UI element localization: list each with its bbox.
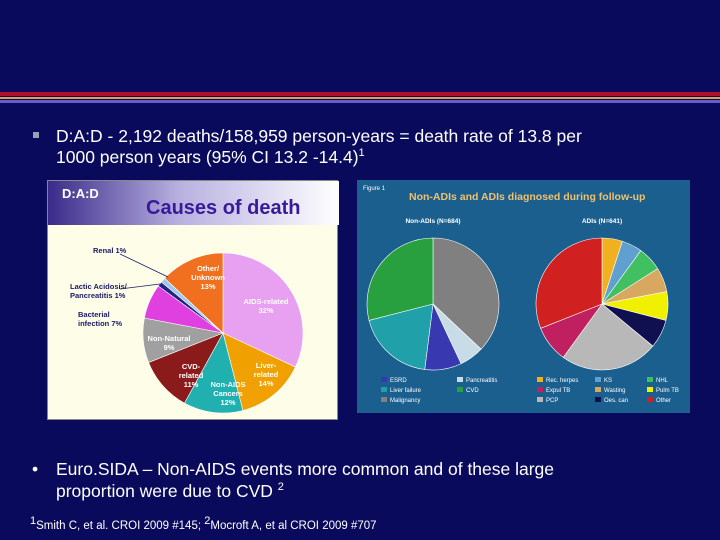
adi-slice-pcp — [562, 303, 654, 371]
label-nonnatural-2: 9% — [164, 343, 175, 352]
legend-label-liver-failure: Liver failure — [390, 388, 422, 394]
legend-label-ks: KS — [604, 378, 612, 384]
figure-label: Figure 1 — [363, 186, 386, 192]
legend-swatch-pancreatitis — [457, 377, 463, 382]
dad-slice-liver-related — [222, 332, 296, 411]
label-liver-3: 14% — [258, 379, 273, 388]
legend-label-malignancy: Malignancy — [390, 398, 420, 404]
legend-label-pancreatitis: Pancreatitis — [466, 378, 497, 384]
footnote-citation-2: Mocroft A, et al CROI 2009 #707 — [210, 520, 377, 532]
bullet2-line1: Euro.SIDA – Non-AIDS events more common … — [56, 459, 555, 479]
label-lactic-2: Pancreatitis 1% — [70, 291, 126, 300]
label-renal: Renal 1% — [93, 246, 127, 255]
pie-label-adi: ADIs (N=641) — [582, 218, 622, 225]
bullet-dad-death-rate: D:A:D - 2,192 deaths/158,959 person-year… — [33, 126, 713, 168]
legend-swatch-esrd — [381, 377, 387, 382]
legend-label-pcp: PCP — [546, 398, 558, 404]
header-stripe-gold — [0, 97, 720, 99]
legend-label-pulm-tb: Pulm TB — [656, 388, 679, 394]
bullet-eurosida: • Euro.SIDA – Non-AIDS events more commo… — [32, 458, 712, 502]
dad-slice-aids-related — [222, 252, 304, 368]
legend-swatch-rec-herpes — [537, 377, 543, 382]
label-cancer-2: Cancers — [213, 389, 243, 398]
dad-slice-other-unknown — [164, 252, 224, 334]
label-nonnatural-1: Non-Natural — [148, 334, 191, 343]
header-stripe-purple — [0, 100, 720, 103]
legend-label-oes-can: Oes. can — [604, 398, 628, 404]
legend-swatch-liver-failure — [381, 387, 387, 392]
footnote-ref-2: 2 — [204, 515, 211, 528]
label-other-1: Other/ — [197, 264, 220, 273]
legend-swatch-pcp — [537, 397, 543, 402]
label-other-3: 13% — [200, 282, 215, 291]
pie-label-nonadi: Non-ADIs (N=684) — [405, 218, 460, 225]
label-bacterial-2: infection 7% — [78, 319, 123, 328]
label-cancer-1: Non-AIDS — [211, 380, 246, 389]
label-cvd-2: related — [179, 371, 204, 380]
label-other-2: Unknown — [191, 273, 225, 282]
dad-pie-chart: D:A:D Causes of death Renal 1% Lactic Ac… — [48, 181, 339, 414]
bullet1-line1: D:A:D - 2,192 deaths/158,959 person-year… — [56, 126, 582, 146]
dad-title: Causes of death — [146, 197, 300, 219]
dad-banner — [48, 181, 339, 225]
legend-label-esrd: ESRD — [390, 378, 407, 384]
dad-slice-non-aids-cancers — [184, 332, 244, 414]
label-aids-1: AIDS-related — [243, 297, 288, 306]
legend-label-expul-tb: Expul TB — [546, 388, 570, 394]
legend-label-nhl: NHL — [656, 378, 669, 384]
label-cvd-1: CVD- — [182, 362, 201, 371]
legend-swatch-expul-tb — [537, 387, 543, 392]
legend-swatch-cvd — [457, 387, 463, 392]
bullet2-line2: proportion were due to CVD — [56, 481, 273, 501]
nonadi-slice-cvd — [366, 237, 434, 321]
legend-swatch-nhl — [647, 377, 653, 382]
bullet1-line2: 1000 person years (95% CI 13.2 -14.4) — [56, 147, 359, 167]
footnote: 1Smith C, et al. CROI 2009 #145; 2Mocrof… — [30, 516, 377, 532]
label-lactic-1: Lactic Acidosis/ — [70, 282, 128, 291]
adi-slice-other — [535, 237, 603, 329]
bullet-dot-icon: • — [32, 459, 39, 479]
dad-causes-of-death-figure: D:A:D Causes of death Renal 1% Lactic Ac… — [47, 180, 339, 420]
legend-swatch-malignancy — [381, 397, 387, 402]
legend-swatch-oes-can — [595, 397, 601, 402]
label-cancer-3: 12% — [220, 398, 235, 407]
legend-swatch-other — [647, 397, 653, 402]
nonadi-slice-malignancy — [432, 237, 500, 350]
label-bacterial-1: Bacterial — [78, 310, 110, 319]
eurosida-title: Non-ADIs and ADIs diagnosed during follo… — [409, 191, 645, 203]
eurosida-pie-charts: Figure 1 Non-ADIs and ADIs diagnosed dur… — [363, 186, 679, 404]
eurosida-figure: Figure 1 Non-ADIs and ADIs diagnosed dur… — [357, 180, 690, 413]
nonadi-slice-liver-failure — [368, 303, 434, 370]
header-stripe-red — [0, 92, 720, 96]
legend-label-rec-herpes: Rec. herpes — [546, 378, 578, 384]
footnote-citation-1: Smith C, et al. CROI 2009 #145; — [36, 520, 205, 532]
bullet-square-icon — [33, 132, 39, 138]
legend-swatch-pulm-tb — [647, 387, 653, 392]
legend-swatch-ks — [595, 377, 601, 382]
dad-header: D:A:D — [62, 186, 99, 201]
legend-label-wasting: Wasting — [604, 388, 625, 394]
label-cvd-3: 11% — [184, 380, 199, 389]
footnote-ref-1: 1 — [30, 515, 37, 528]
label-liver-2: related — [254, 370, 279, 379]
bullet1-ref: 1 — [358, 147, 365, 160]
label-aids-2: 32% — [258, 306, 273, 315]
legend-label-other: Other — [656, 398, 671, 404]
legend-label-cvd: CVD — [466, 388, 479, 394]
bullet2-ref: 2 — [277, 481, 284, 494]
leader-renal — [119, 253, 169, 278]
leader-lactic — [119, 283, 161, 290]
label-liver-1: Liver- — [256, 361, 277, 370]
legend-swatch-wasting — [595, 387, 601, 392]
